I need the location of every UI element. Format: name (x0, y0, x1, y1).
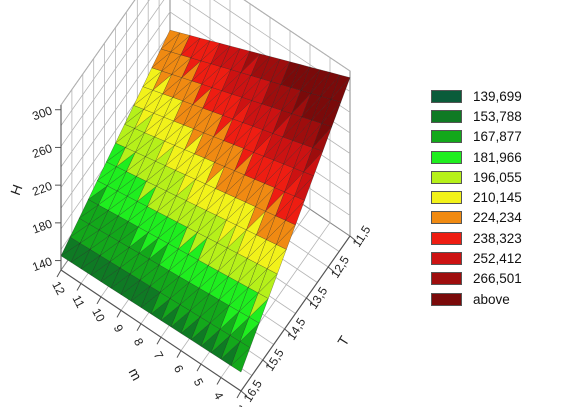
legend-swatch (431, 170, 462, 184)
legend-swatch (431, 252, 462, 266)
surface-facet (300, 66, 321, 91)
m-tick-label: 8 (131, 336, 147, 349)
plot-area: 140180220260300H1211109876543m16,515,514… (7, 0, 374, 407)
m-tick-mark (136, 323, 142, 332)
legend-label: 167,877 (473, 129, 522, 145)
surface-facet (190, 37, 211, 58)
z-tick-label: 220 (30, 179, 54, 199)
legend-swatch (431, 150, 462, 164)
surface-facet (290, 64, 311, 88)
legend-label: above (473, 291, 510, 307)
legend-item: 266,501 (431, 269, 561, 289)
legend-item: 252,412 (431, 248, 561, 268)
surface-facet (160, 29, 181, 50)
legend-label: 153,788 (473, 108, 522, 124)
legend-label: 266,501 (473, 271, 522, 287)
z-tick-label: 180 (30, 216, 54, 236)
surface-facet (230, 48, 251, 70)
T-tick-mark (349, 235, 357, 242)
T-tick-mark (284, 328, 291, 335)
legend-swatch (431, 191, 462, 205)
m-tick-label: 12 (49, 279, 68, 298)
T-tick-mark (240, 390, 248, 397)
m-tick-mark (156, 336, 162, 345)
surface-facet (220, 45, 241, 67)
z-tick-label: 300 (30, 103, 54, 123)
legend-label: 224,234 (473, 210, 522, 226)
legend-item: 196,055 (431, 167, 561, 187)
legend-item: 153,788 (431, 106, 561, 126)
legend-item: 238,323 (431, 228, 561, 248)
m-tick-label: 11 (69, 293, 87, 311)
T-tick-mark (262, 359, 270, 366)
legend-item: 210,145 (431, 187, 561, 207)
surface-facet (250, 53, 271, 76)
axis-line (60, 269, 242, 392)
legend-swatch (431, 272, 462, 286)
legend-label: 252,412 (473, 251, 522, 267)
legend-swatch (431, 130, 462, 144)
legend-label: 196,055 (473, 169, 522, 185)
legend-swatch (431, 89, 462, 103)
surface-facet (330, 74, 351, 100)
m-tick-mark (76, 283, 82, 291)
surface-facet (280, 61, 301, 85)
surface-facet (180, 35, 201, 56)
m-axis-title: m (126, 365, 146, 383)
grid-line (60, 0, 351, 106)
m-tick-label: 10 (89, 306, 108, 325)
legend: 139,699 153,788 167,877 181,966 196,055 210,1… (431, 86, 561, 309)
m-tick-mark (176, 350, 182, 358)
legend-label: 210,145 (473, 190, 522, 206)
legend-item: 181,966 (431, 147, 561, 167)
m-tick-mark (236, 390, 242, 399)
legend-item: 139,699 (431, 86, 561, 106)
surface-facet (310, 69, 331, 94)
z-tick-label: 260 (30, 141, 54, 161)
T-tick-mark (306, 297, 313, 304)
T-axis-title: T (334, 333, 352, 349)
m-tick-mark (96, 296, 102, 305)
m-tick-mark (216, 377, 222, 385)
legend-swatch (431, 231, 462, 245)
surface-facet (320, 72, 341, 97)
z-axis-title: H (7, 182, 25, 197)
m-tick-label: 5 (191, 376, 207, 389)
m-tick-mark (196, 363, 202, 372)
legend-item: above (431, 289, 561, 309)
surface-facet (270, 58, 291, 82)
surface-facet (200, 40, 221, 61)
legend-swatch (431, 211, 462, 225)
m-tick-mark (116, 310, 122, 318)
m-tick-label: 7 (151, 349, 167, 362)
T-tick-mark (327, 266, 335, 273)
z-tick-label: 140 (30, 254, 54, 274)
surface-facet (260, 56, 281, 79)
m-tick-mark (56, 269, 62, 278)
surface-facet (170, 32, 191, 53)
m-tick-label: 4 (211, 389, 227, 402)
T-tick-label: 11,5 (350, 223, 374, 250)
legend-swatch (431, 292, 462, 306)
legend-item: 224,234 (431, 208, 561, 228)
m-tick-label: 6 (171, 363, 187, 376)
surface-facet (210, 43, 231, 64)
m-tick-label: 3 (231, 403, 247, 407)
legend-label: 181,966 (473, 149, 522, 165)
legend-label: 139,699 (473, 88, 522, 104)
legend-item: 167,877 (431, 127, 561, 147)
legend-swatch (431, 109, 462, 123)
m-tick-label: 9 (111, 322, 127, 335)
legend-label: 238,323 (473, 230, 522, 246)
grid-line (60, 0, 351, 126)
axis-line (240, 235, 351, 392)
surface-facet (240, 50, 261, 73)
